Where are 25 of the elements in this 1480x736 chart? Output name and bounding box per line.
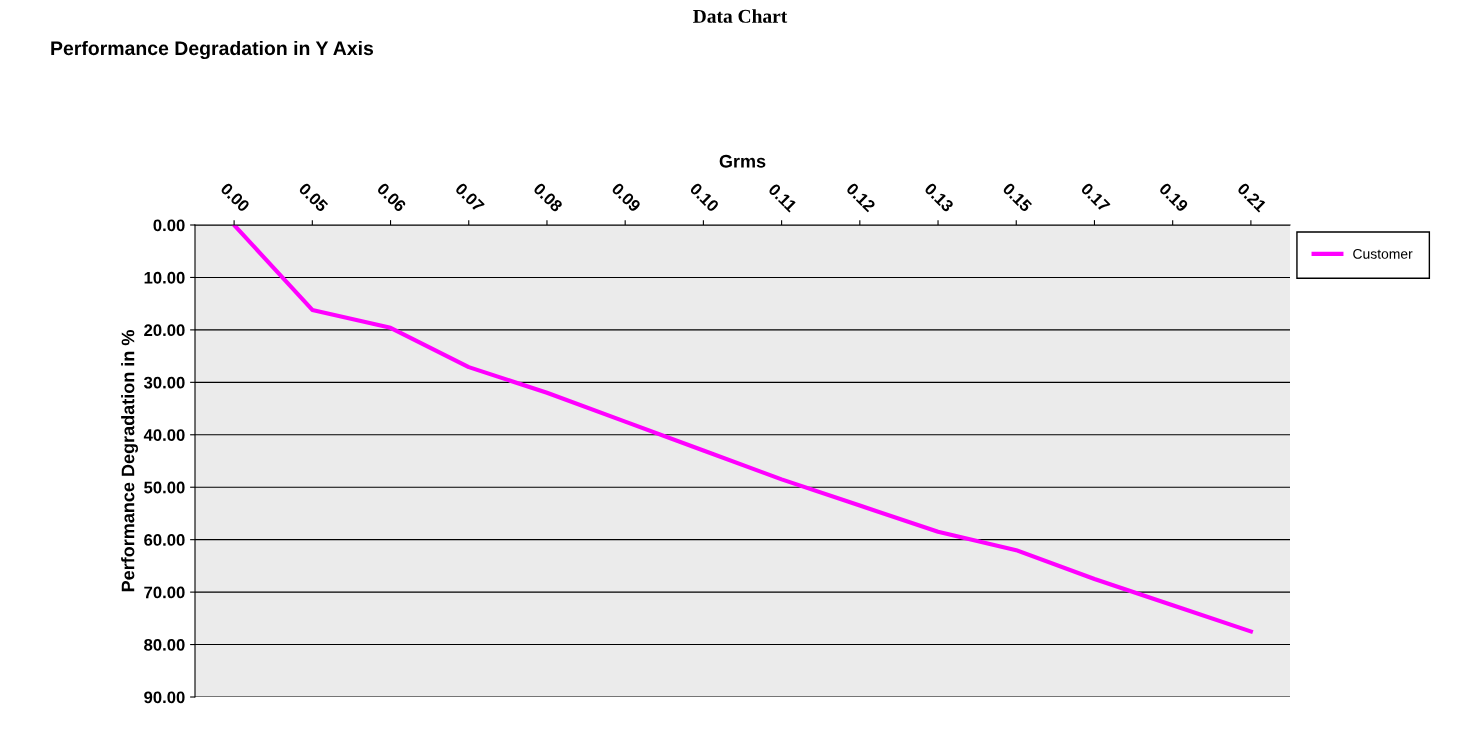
x-tick-label: 0.00 <box>219 182 251 213</box>
x-tick-label: 0.07 <box>454 182 485 213</box>
legend-label: Customer <box>1353 248 1413 259</box>
y-tick-label: 10.00 <box>144 271 185 284</box>
y-tick-label: 30.00 <box>143 376 185 389</box>
x-tick-label: 0.19 <box>1158 182 1189 213</box>
x-axis-title: Grms <box>719 154 766 168</box>
y-tick-label: 20.00 <box>144 324 185 337</box>
x-tick-label: 0.17 <box>1080 182 1111 213</box>
y-axis-title: Performance Degradation in % <box>121 330 139 592</box>
x-tick-label: 0.10 <box>689 182 720 213</box>
y-tick-label: 70.00 <box>144 586 185 599</box>
x-tick-label: 0.09 <box>611 182 642 213</box>
y-tick-label: 50.00 <box>144 481 185 494</box>
chart-title: Data Chart <box>693 9 788 23</box>
y-tick-label: 0.00 <box>153 219 185 232</box>
y-tick-label: 40.00 <box>143 429 185 441</box>
y-tick-label: 90.00 <box>144 691 185 704</box>
chart-subtitle: Performance Degradation in Y Axis <box>51 40 374 60</box>
x-tick-label: 0.15 <box>1002 182 1033 213</box>
y-tick-label: 80.00 <box>144 638 185 651</box>
x-tick-label: 0.05 <box>298 182 329 213</box>
line-series <box>232 225 1253 634</box>
y-tick-label: 60.00 <box>144 534 185 546</box>
x-tick-label: 0.06 <box>376 182 407 213</box>
